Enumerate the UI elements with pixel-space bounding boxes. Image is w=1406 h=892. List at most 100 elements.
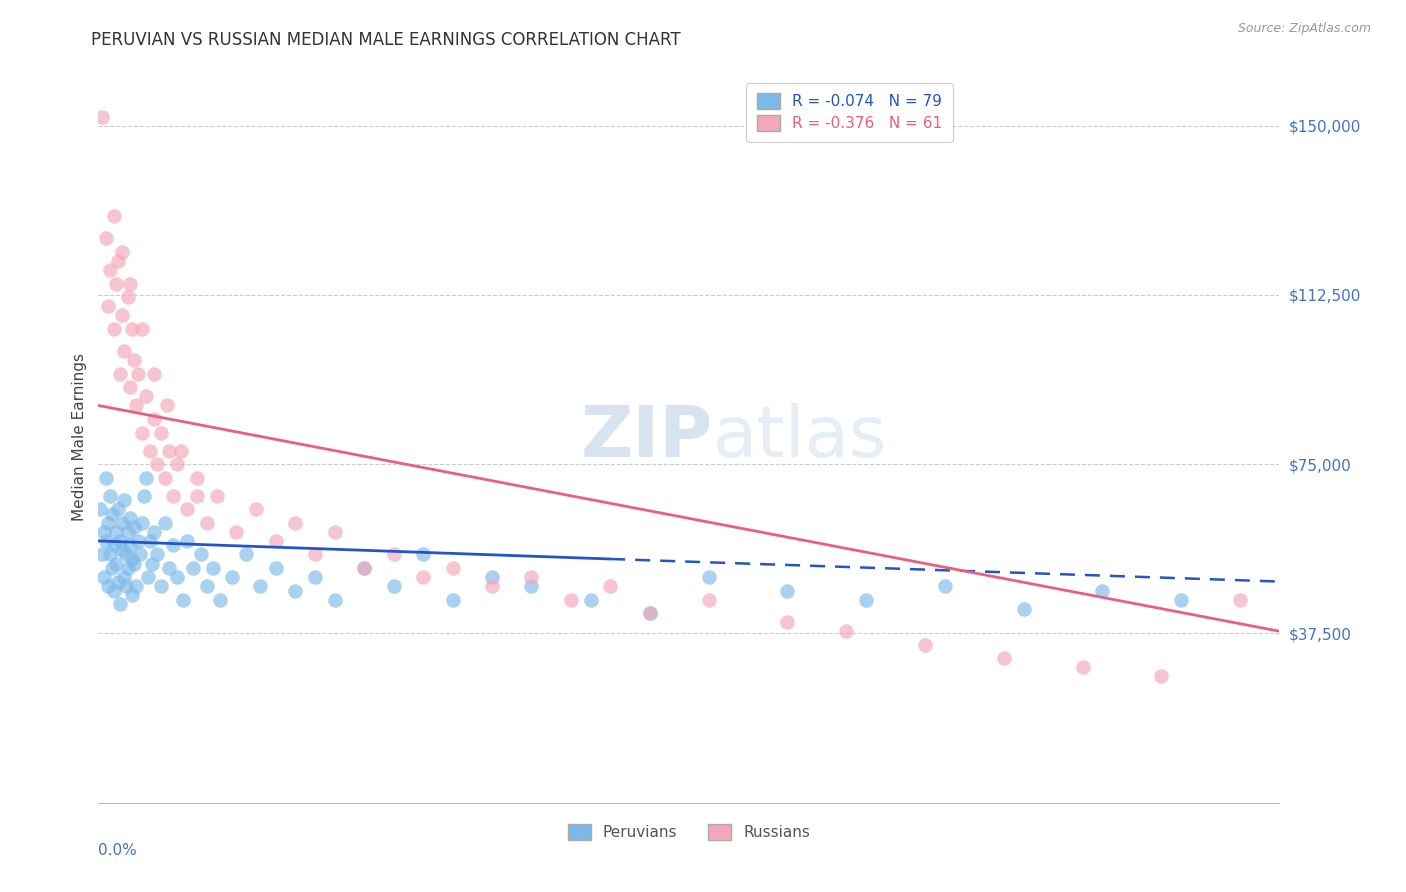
- Point: [108, 367, 131, 381]
- Point: [195, 516, 218, 530]
- Point: [118, 538, 141, 552]
- Point: [264, 533, 287, 548]
- Point: [186, 489, 208, 503]
- Point: [697, 570, 720, 584]
- Point: [112, 570, 135, 584]
- Point: [112, 493, 135, 508]
- Point: [138, 443, 160, 458]
- Point: [249, 579, 271, 593]
- Point: [170, 443, 193, 458]
- Point: [142, 524, 165, 539]
- Point: [284, 583, 307, 598]
- Point: [776, 583, 799, 598]
- Point: [162, 538, 184, 552]
- Point: [142, 412, 165, 426]
- Point: [150, 579, 173, 593]
- Text: atlas: atlas: [713, 402, 887, 472]
- Point: [91, 110, 114, 124]
- Point: [121, 588, 143, 602]
- Point: [91, 548, 114, 562]
- Point: [520, 570, 543, 584]
- Point: [579, 592, 602, 607]
- Point: [105, 277, 128, 291]
- Point: [117, 561, 139, 575]
- Point: [132, 489, 155, 503]
- Point: [201, 561, 224, 575]
- Point: [172, 592, 194, 607]
- Point: [118, 511, 141, 525]
- Point: [97, 516, 120, 530]
- Point: [481, 579, 503, 593]
- Point: [599, 579, 621, 593]
- Point: [934, 579, 956, 593]
- Point: [135, 389, 157, 403]
- Point: [103, 538, 125, 552]
- Point: [101, 507, 124, 521]
- Text: Source: ZipAtlas.com: Source: ZipAtlas.com: [1237, 22, 1371, 36]
- Point: [103, 209, 125, 223]
- Point: [96, 533, 118, 548]
- Point: [101, 561, 124, 575]
- Point: [146, 548, 169, 562]
- Point: [1091, 583, 1114, 598]
- Point: [638, 606, 661, 620]
- Point: [1229, 592, 1251, 607]
- Point: [382, 548, 405, 562]
- Point: [157, 443, 180, 458]
- Point: [176, 533, 198, 548]
- Point: [115, 579, 138, 593]
- Point: [209, 592, 232, 607]
- Point: [225, 524, 247, 539]
- Point: [142, 367, 165, 381]
- Point: [127, 533, 149, 548]
- Point: [98, 548, 121, 562]
- Point: [107, 254, 129, 268]
- Text: ZIP: ZIP: [581, 402, 713, 472]
- Point: [98, 489, 121, 503]
- Text: 0.0%: 0.0%: [98, 843, 138, 858]
- Point: [136, 570, 159, 584]
- Point: [138, 533, 160, 548]
- Point: [157, 561, 180, 575]
- Point: [1071, 660, 1094, 674]
- Point: [107, 502, 129, 516]
- Point: [111, 308, 134, 322]
- Point: [304, 548, 326, 562]
- Point: [264, 561, 287, 575]
- Point: [125, 579, 148, 593]
- Point: [186, 471, 208, 485]
- Point: [195, 579, 218, 593]
- Point: [221, 570, 243, 584]
- Point: [121, 552, 143, 566]
- Point: [98, 263, 121, 277]
- Point: [382, 579, 405, 593]
- Point: [96, 471, 118, 485]
- Point: [835, 624, 858, 639]
- Y-axis label: Median Male Earnings: Median Male Earnings: [72, 353, 87, 521]
- Point: [776, 615, 799, 630]
- Point: [131, 322, 153, 336]
- Point: [155, 516, 177, 530]
- Point: [103, 583, 125, 598]
- Point: [107, 574, 129, 589]
- Point: [560, 592, 582, 607]
- Point: [181, 561, 204, 575]
- Point: [638, 606, 661, 620]
- Point: [412, 548, 434, 562]
- Point: [284, 516, 307, 530]
- Point: [993, 651, 1015, 665]
- Point: [131, 516, 153, 530]
- Point: [323, 592, 346, 607]
- Point: [205, 489, 228, 503]
- Point: [118, 277, 141, 291]
- Point: [1012, 601, 1035, 615]
- Point: [1150, 669, 1173, 683]
- Point: [855, 592, 877, 607]
- Point: [111, 543, 134, 558]
- Point: [441, 592, 464, 607]
- Point: [162, 489, 184, 503]
- Point: [128, 548, 150, 562]
- Point: [481, 570, 503, 584]
- Point: [245, 502, 267, 516]
- Point: [131, 425, 153, 440]
